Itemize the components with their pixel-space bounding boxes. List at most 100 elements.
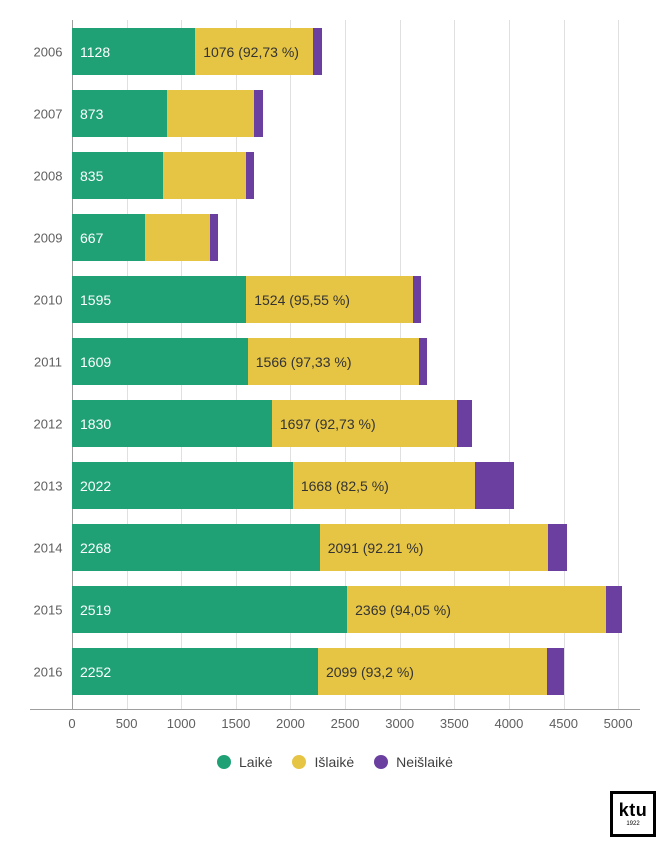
- bar-segment-islaike: 1524 (95,55 %): [246, 276, 412, 323]
- y-axis-year-label: 2013: [30, 478, 66, 493]
- bar-segment-laike: 2268: [72, 524, 320, 571]
- bar-segment-islaike: [145, 214, 211, 261]
- legend-swatch: [292, 755, 306, 769]
- bar-segment-laike: 2252: [72, 648, 318, 695]
- bar-segment-islaike: 1668 (82,5 %): [293, 462, 475, 509]
- x-axis-tick-label: 2000: [276, 716, 305, 731]
- legend-item: Neišlaikė: [374, 754, 453, 770]
- bar-row: 667: [72, 214, 640, 261]
- plot-area: 1128 1076 (92,73 %) 873 835 667 1595 1524 (95,…: [72, 20, 640, 709]
- bar-segment-label: 2369 (94,05 %): [355, 602, 451, 618]
- bar-segment-islaike: 1697 (92,73 %): [272, 400, 457, 447]
- bar-segment-label: 1609: [80, 354, 111, 370]
- y-axis-labels: 2006200720082009201020112012201320142015…: [30, 20, 72, 709]
- bar-segment-laike: 835: [72, 152, 163, 199]
- bar-segment-neislaike: [475, 462, 514, 509]
- bar-segment-neislaike: [419, 338, 427, 385]
- x-axis-tick-label: 3000: [385, 716, 414, 731]
- x-axis-tick-label: 0: [68, 716, 75, 731]
- bar-row: 1830 1697 (92,73 %): [72, 400, 640, 447]
- bar-segment-label: 1524 (95,55 %): [254, 292, 350, 308]
- bar-segment-islaike: 1566 (97,33 %): [248, 338, 419, 385]
- bar-segment-neislaike: [246, 152, 254, 199]
- bar-segment-label: 1830: [80, 416, 111, 432]
- bar-segment-neislaike: [254, 90, 263, 137]
- bar-row: 835: [72, 152, 640, 199]
- x-axis-tick-label: 3500: [440, 716, 469, 731]
- bar-segment-label: 1128: [80, 44, 110, 60]
- x-axis-tick-label: 1000: [167, 716, 196, 731]
- bar-segment-neislaike: [413, 276, 421, 323]
- bar-segment-label: 1668 (82,5 %): [301, 478, 389, 494]
- x-axis-ticks: 0500100015002000250030003500400045005000: [72, 710, 640, 736]
- legend-swatch: [374, 755, 388, 769]
- y-axis-year-label: 2010: [30, 292, 66, 307]
- legend-label: Išlaikė: [314, 754, 354, 770]
- bar-segment-label: 1697 (92,73 %): [280, 416, 376, 432]
- chart-container: 2006200720082009201020112012201320142015…: [0, 0, 670, 782]
- x-axis-tick-label: 5000: [604, 716, 633, 731]
- bar-row: 2268 2091 (92.21 %): [72, 524, 640, 571]
- x-axis-tick-label: 1500: [221, 716, 250, 731]
- bar-segment-neislaike: [210, 214, 218, 261]
- legend-item: Laikė: [217, 754, 272, 770]
- y-axis-year-label: 2009: [30, 230, 66, 245]
- x-axis-tick-label: 2500: [331, 716, 360, 731]
- y-axis-year-label: 2006: [30, 44, 66, 59]
- bar-row: 2022 1668 (82,5 %): [72, 462, 640, 509]
- bar-segment-laike: 667: [72, 214, 145, 261]
- bar-segment-label: 1595: [80, 292, 111, 308]
- bar-segment-label: 2091 (92.21 %): [328, 540, 424, 556]
- chart-area: 2006200720082009201020112012201320142015…: [30, 20, 640, 710]
- bar-segment-label: 1076 (92,73 %): [203, 44, 299, 60]
- bar-segment-label: 1566 (97,33 %): [256, 354, 352, 370]
- bar-segment-label: 2268: [80, 540, 111, 556]
- bar-segment-laike: 1609: [72, 338, 248, 385]
- bar-segment-islaike: 2091 (92.21 %): [320, 524, 548, 571]
- bar-row: 1595 1524 (95,55 %): [72, 276, 640, 323]
- legend-label: Laikė: [239, 754, 272, 770]
- legend-item: Išlaikė: [292, 754, 354, 770]
- bar-segment-islaike: [163, 152, 246, 199]
- bar-segment-laike: 873: [72, 90, 167, 137]
- bar-segment-laike: 1595: [72, 276, 246, 323]
- legend-swatch: [217, 755, 231, 769]
- bar-segment-laike: 1128: [72, 28, 195, 75]
- bar-segment-label: 2252: [80, 664, 111, 680]
- bar-segment-islaike: 2369 (94,05 %): [347, 586, 606, 633]
- bar-row: 2519 2369 (94,05 %): [72, 586, 640, 633]
- x-axis-tick-label: 4500: [549, 716, 578, 731]
- bar-row: 1609 1566 (97,33 %): [72, 338, 640, 385]
- bar-row: 1128 1076 (92,73 %): [72, 28, 640, 75]
- bar-segment-label: 2099 (93,2 %): [326, 664, 414, 680]
- logo-sub-text: 1922: [626, 821, 639, 827]
- y-axis-year-label: 2015: [30, 602, 66, 617]
- bar-segment-neislaike: [606, 586, 622, 633]
- bar-segment-label: 2519: [80, 602, 111, 618]
- bar-row: 2252 2099 (93,2 %): [72, 648, 640, 695]
- bar-segment-laike: 1830: [72, 400, 272, 447]
- bar-segment-label: 2022: [80, 478, 111, 494]
- y-axis-year-label: 2008: [30, 168, 66, 183]
- ktu-logo: ktu 1922: [610, 791, 656, 837]
- bar-segment-neislaike: [547, 648, 564, 695]
- y-axis-year-label: 2014: [30, 540, 66, 555]
- legend: Laikė Išlaikė Neišlaikė: [30, 754, 640, 772]
- logo-main-text: ktu: [619, 801, 648, 819]
- bar-segment-laike: 2022: [72, 462, 293, 509]
- bar-segment-islaike: 1076 (92,73 %): [195, 28, 313, 75]
- bar-segment-islaike: [167, 90, 253, 137]
- bar-segment-label: 667: [80, 230, 103, 246]
- y-axis-year-label: 2007: [30, 106, 66, 121]
- bar-segment-laike: 2519: [72, 586, 347, 633]
- bar-segment-neislaike: [313, 28, 322, 75]
- bar-segment-islaike: 2099 (93,2 %): [318, 648, 547, 695]
- bar-segment-neislaike: [457, 400, 472, 447]
- y-axis-year-label: 2011: [30, 354, 66, 369]
- bar-segment-label: 835: [80, 168, 103, 184]
- x-axis-tick-label: 500: [116, 716, 138, 731]
- bar-row: 873: [72, 90, 640, 137]
- bar-segment-neislaike: [548, 524, 567, 571]
- y-axis-year-label: 2016: [30, 664, 66, 679]
- x-axis-tick-label: 4000: [494, 716, 523, 731]
